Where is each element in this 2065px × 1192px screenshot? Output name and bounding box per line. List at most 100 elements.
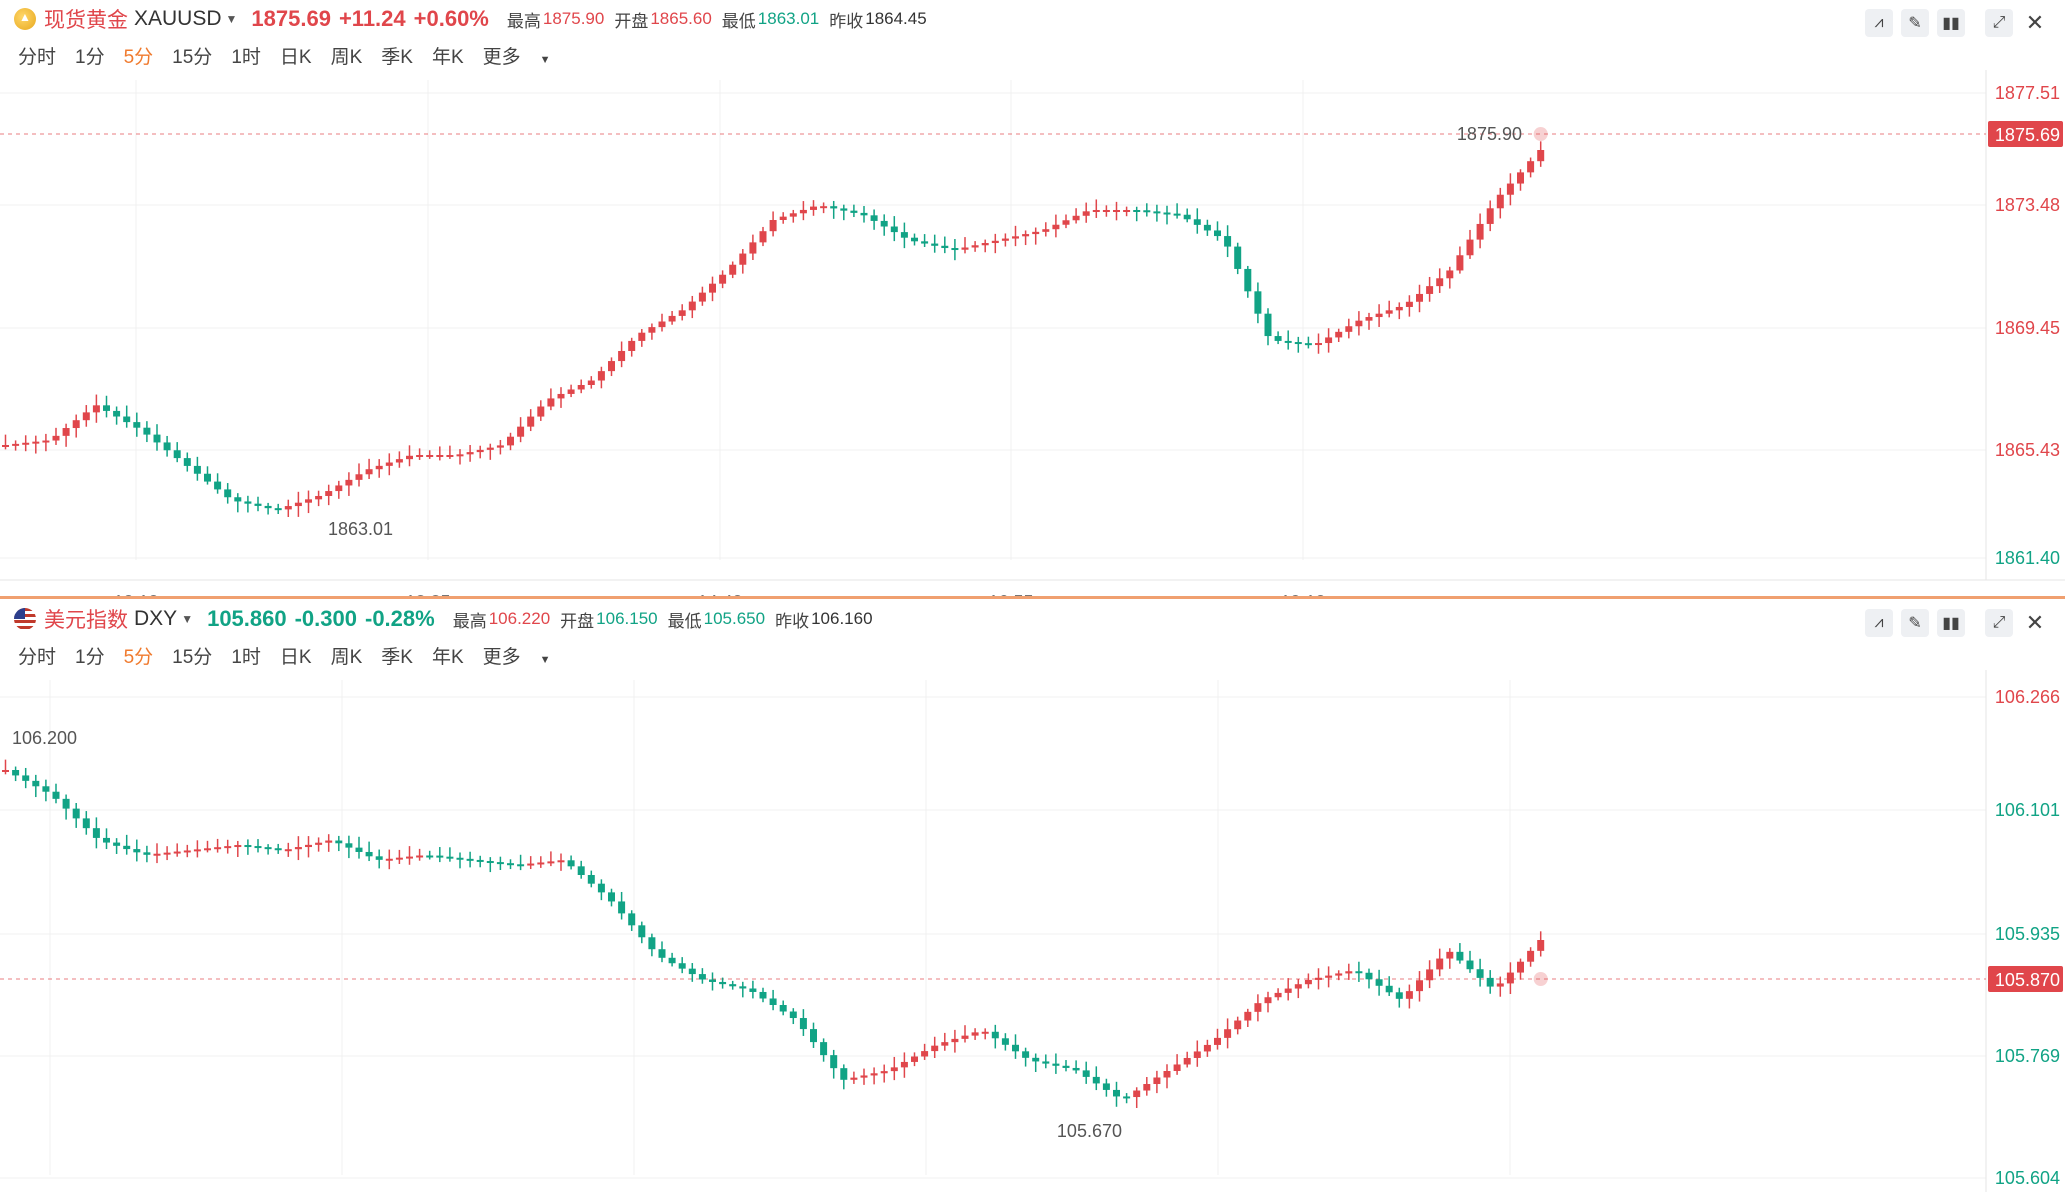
- chevron-down-icon[interactable]: ▼: [225, 12, 238, 26]
- tab-period[interactable]: 年K: [431, 647, 464, 668]
- tab-period[interactable]: 1时: [231, 47, 261, 68]
- candle-body: [274, 508, 282, 511]
- candle-body: [971, 1032, 979, 1036]
- candle-body: [779, 216, 787, 220]
- low-value: 1863.01: [757, 9, 820, 28]
- candle-body: [527, 863, 535, 866]
- chevron-down-icon[interactable]: ▼: [181, 612, 194, 626]
- candle-body: [1446, 951, 1454, 959]
- candle-body: [1345, 326, 1353, 332]
- candle-body: [385, 462, 393, 466]
- candle-body: [42, 440, 50, 443]
- tab-period[interactable]: 季K: [381, 647, 413, 668]
- candle-body: [123, 845, 131, 850]
- candle-body: [537, 406, 545, 417]
- current-price-tag: [1988, 966, 2063, 992]
- period-tabs: 分时 1分 5分 15分 1时 日K 周K 季K 年K 更多 ▼: [18, 642, 589, 669]
- tab-period[interactable]: 1分: [75, 47, 105, 68]
- tab-period[interactable]: 15分: [172, 47, 213, 68]
- expand-icon[interactable]: ⤢: [1985, 9, 2013, 37]
- tab-period[interactable]: 年K: [431, 47, 464, 68]
- candle-body: [507, 436, 514, 446]
- tab-period[interactable]: 季K: [381, 47, 413, 68]
- tab-period[interactable]: 15分: [172, 647, 213, 668]
- candle-body: [1355, 320, 1363, 327]
- candle-icon[interactable]: ▮▮: [1937, 9, 1965, 37]
- tab-period[interactable]: 分时: [18, 647, 57, 668]
- candle-body: [2, 445, 9, 447]
- candle-body: [244, 501, 252, 504]
- tab-period[interactable]: 周K: [330, 47, 363, 68]
- high-label: 最高: [452, 611, 487, 631]
- candle-body: [900, 232, 908, 238]
- candle-body: [1486, 208, 1494, 224]
- line-chart-icon[interactable]: ⩘: [1865, 609, 1893, 637]
- tab-period[interactable]: 日K: [279, 647, 312, 668]
- candle-body: [668, 315, 676, 322]
- candle-body: [254, 846, 262, 849]
- tab-period[interactable]: 分时: [18, 47, 57, 68]
- candle-body: [608, 892, 615, 902]
- tab-more[interactable]: 更多 ▼: [483, 642, 570, 669]
- max-price-marker: 106.200: [12, 728, 77, 748]
- line-chart-icon[interactable]: ⩘: [1865, 9, 1893, 37]
- gold-candlestick-chart[interactable]: 1877.51 1873.48 1869.45 1865.43 1861.40 10:10…: [0, 0, 2065, 597]
- current-price-tag-label: 105.870: [1995, 970, 2060, 990]
- tab-period-active[interactable]: 5分: [123, 47, 154, 68]
- tab-period-active[interactable]: 5分: [123, 647, 154, 668]
- panel-divider[interactable]: [0, 596, 2065, 599]
- low-label: 最低: [667, 611, 702, 631]
- dxy-panel: 美元指数 DXY ▼ 105.860 -0.300 -0.28% 最高 106.…: [0, 600, 2065, 1192]
- candle-body: [688, 301, 696, 311]
- candle-body: [1385, 310, 1393, 314]
- dxy-candlestick-chart[interactable]: 106.266106.101105.935105.769105.60409:30…: [0, 600, 2065, 1192]
- candle-icon[interactable]: ▮▮: [1937, 609, 1965, 637]
- y-tick-label: 1861.40: [1995, 548, 2060, 568]
- candle-body: [1375, 313, 1383, 318]
- pencil-icon[interactable]: ✎: [1901, 609, 1929, 637]
- instrument-name[interactable]: 美元指数: [44, 609, 128, 632]
- candle-body: [315, 495, 323, 500]
- candle-body: [406, 856, 413, 859]
- instrument-name[interactable]: 现货黄金: [44, 9, 128, 32]
- candle-body: [1133, 210, 1141, 212]
- gold-coin-icon: [14, 8, 36, 30]
- candle-body: [1496, 983, 1504, 987]
- prev-close-label: 昨收: [829, 11, 864, 31]
- candle-body: [12, 770, 20, 776]
- candle-body: [709, 979, 716, 982]
- tab-period[interactable]: 日K: [279, 47, 312, 68]
- candle-body: [1405, 301, 1413, 307]
- candle-body: [830, 1055, 838, 1069]
- candle-body: [890, 226, 898, 233]
- pencil-icon[interactable]: ✎: [1901, 9, 1929, 37]
- candle-body: [547, 861, 555, 864]
- candle-body: [1426, 286, 1434, 294]
- candle-body: [22, 442, 30, 445]
- tab-more[interactable]: 更多 ▼: [483, 42, 570, 69]
- candle-body: [214, 481, 222, 490]
- candle-body: [173, 851, 181, 854]
- tab-period[interactable]: 1分: [75, 647, 105, 668]
- expand-icon[interactable]: ⤢: [1985, 609, 2013, 637]
- tab-period[interactable]: 1时: [231, 647, 261, 668]
- candle-body: [678, 310, 686, 316]
- candle-body: [1304, 979, 1312, 985]
- candle-body: [1113, 210, 1120, 212]
- candle-body: [567, 389, 575, 394]
- candle-body: [1143, 1084, 1151, 1091]
- candle-body: [103, 405, 110, 411]
- candle-body: [880, 220, 888, 227]
- candle-body: [456, 857, 464, 860]
- candle-body: [577, 866, 585, 875]
- candle-body: [749, 242, 757, 254]
- close-icon[interactable]: ✕: [2025, 10, 2045, 35]
- candle-body: [204, 473, 211, 482]
- candle-body: [1123, 1096, 1131, 1099]
- close-icon[interactable]: ✕: [2025, 610, 2045, 635]
- instrument-symbol[interactable]: XAUUSD: [134, 7, 222, 30]
- candle-body: [476, 859, 484, 862]
- instrument-symbol[interactable]: DXY: [134, 607, 178, 630]
- tab-period[interactable]: 周K: [330, 647, 363, 668]
- candle-body: [1426, 969, 1434, 981]
